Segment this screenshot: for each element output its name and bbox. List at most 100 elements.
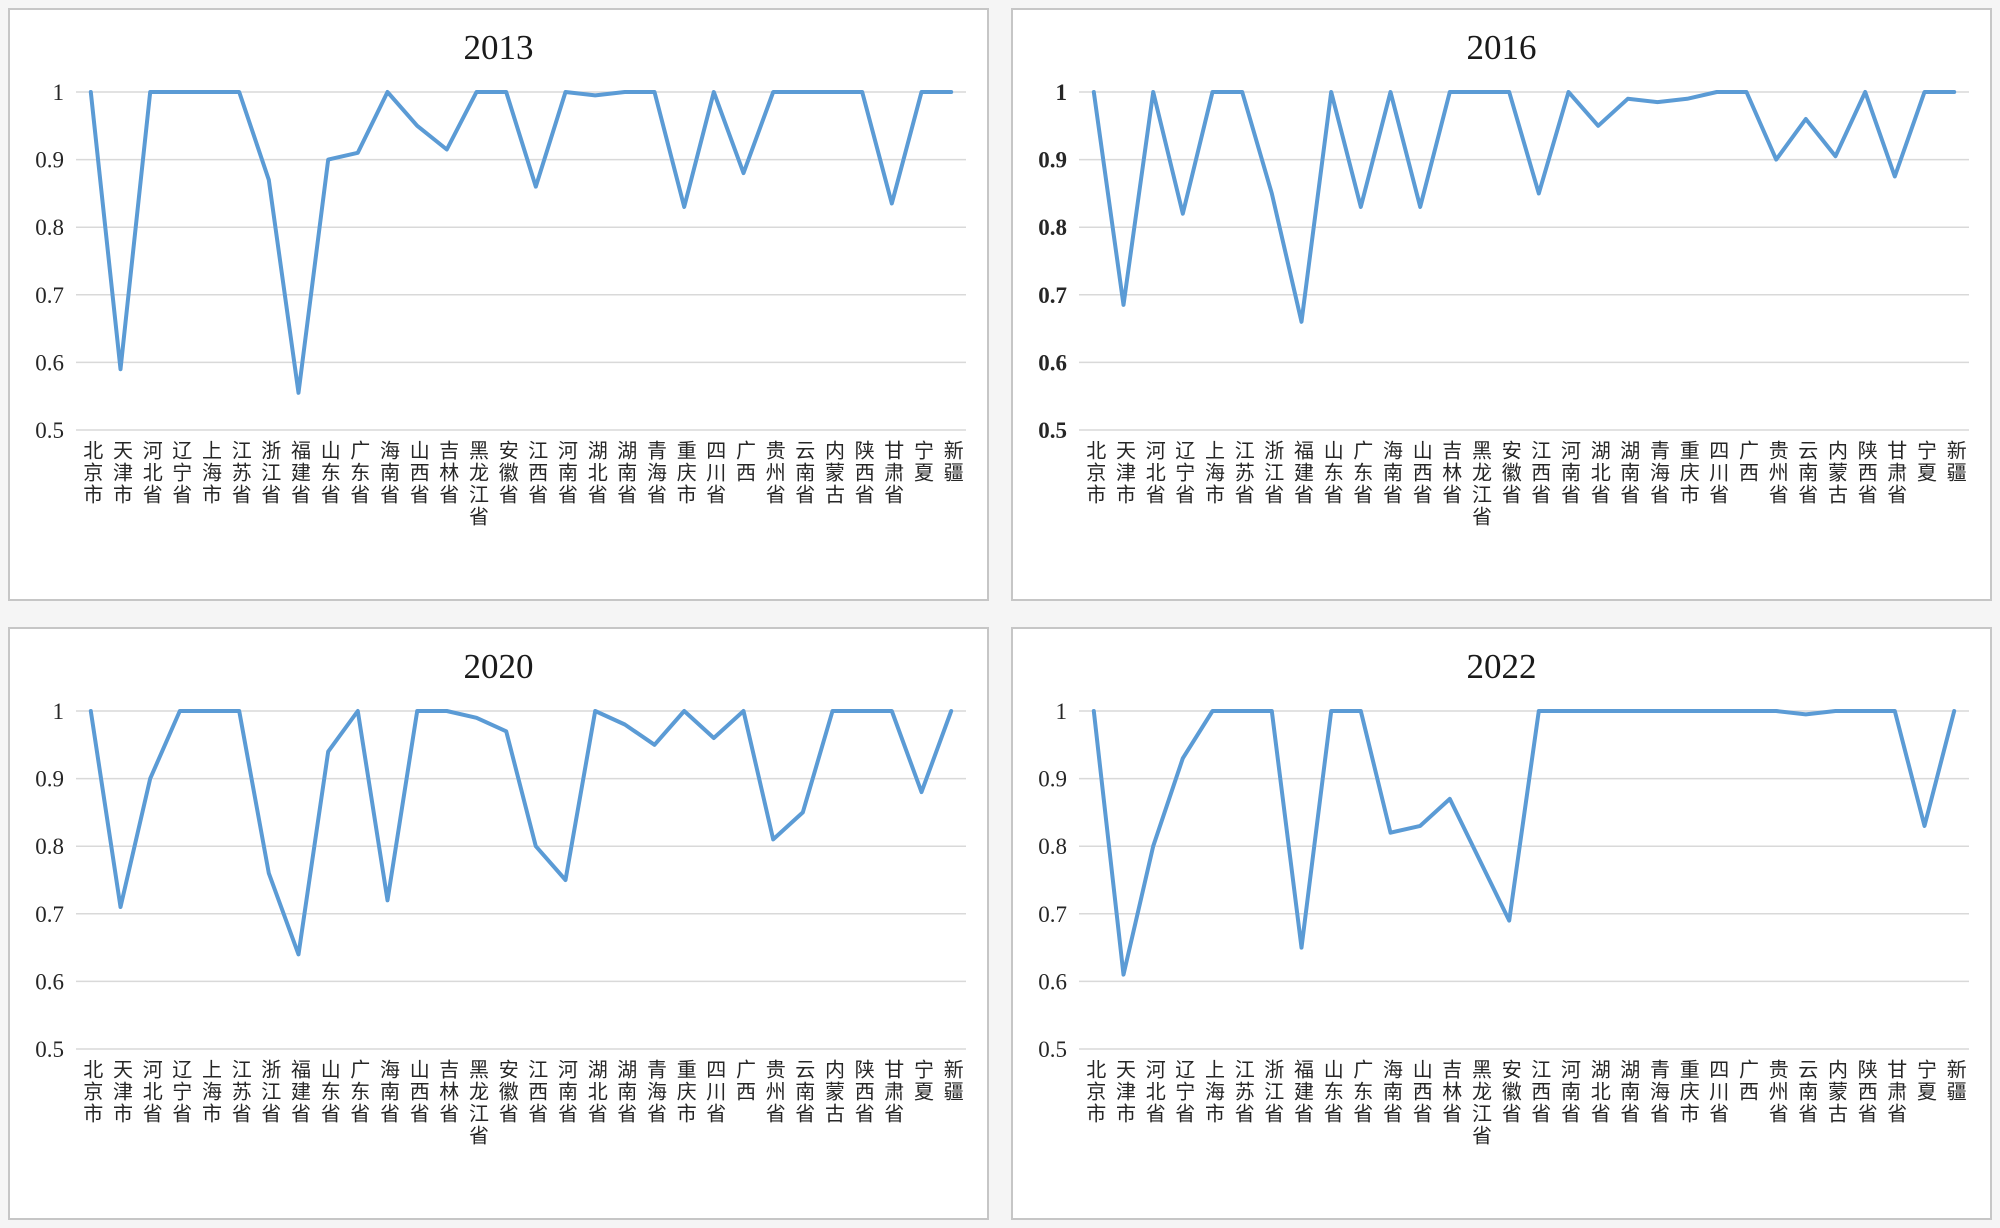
chart-panel-2022: 2022 0.5 0.6 0.7 0.8 0.9 1 北京市 天津市 河北省 辽宁省 上海市 江苏省浙… (1011, 627, 1992, 1220)
x-axis-category-label: 陕西省 (1854, 440, 1877, 506)
x-axis-category-label: 上海市 (198, 1059, 221, 1125)
data-series-line (88, 90, 953, 395)
x-axis-category-label: 河南省 (1557, 440, 1580, 506)
x-axis-category-label: 河北省 (1142, 1059, 1165, 1125)
line-chart-2020: 0.5 0.6 0.7 0.8 0.9 1 北京市 天津市 河北省 辽宁省 上海市 江苏省 浙江省 福建省… (24, 697, 974, 1202)
x-axis-category-label: 山东省 (1320, 440, 1343, 506)
chart-canvas: 0.5 0.6 0.7 0.8 0.9 1 (35, 699, 966, 1062)
x-axis-category-label: 青海省 (1646, 1059, 1669, 1125)
y-axis-tick-label: 0.9 (35, 148, 64, 173)
x-axis-category-label: 重庆市 (673, 1059, 696, 1125)
chart-title: 2020 (463, 647, 534, 686)
x-axis-category-label: 陕西省 (851, 440, 874, 506)
x-axis-category-label: 云南省 (1794, 1059, 1817, 1125)
x-axis-category-label: 吉林省 (1438, 440, 1461, 506)
x-axis-category-label: 辽宁省 (168, 1059, 191, 1125)
data-series-line (1091, 709, 1956, 977)
x-axis-category-label: 四川省 (702, 440, 725, 506)
x-axis-category-label: 广东省 (346, 1059, 369, 1125)
y-axis-tick-label: 0.7 (35, 283, 64, 308)
x-axis-category-label: 江西省 (524, 1059, 547, 1125)
x-axis-category-label: 陕西省 (851, 1059, 874, 1125)
x-axis-category-label: 山东省 (1320, 1059, 1343, 1125)
x-axis-category-label: 新疆 (1943, 440, 1966, 484)
line-chart-2013: 0.5 0.6 0.7 0.8 0.9 1 北京市 天津市 河北省 辽宁省 上海市 江苏省 浙江省 福建省… (24, 78, 974, 583)
x-axis-category-label: 海南省 (1379, 440, 1402, 506)
y-axis-tick-label: 0.6 (1038, 969, 1067, 994)
data-series-line (1091, 90, 1956, 324)
chart-panel-2016: 2016 0.5 0.6 0.7 0.8 0.9 1 北京市 天津市 河北省 辽宁省 上海市 江苏省浙… (1011, 8, 1992, 601)
x-axis-category-label: 湖南省 (613, 440, 636, 506)
x-axis-category-label: 甘肃省 (1883, 440, 1906, 506)
chart-panel-2020: 2020 0.5 0.6 0.7 0.8 0.9 1 北京市 天津市 河北省 辽宁省 上海市 江苏省浙… (8, 627, 989, 1220)
x-axis-category-label: 天津市 (109, 1059, 132, 1125)
x-axis-category-label: 甘肃省 (880, 440, 903, 506)
line-chart-2022: 0.5 0.6 0.7 0.8 0.9 1 北京市 天津市 河北省 辽宁省 上海市 江苏省 浙江省 福建省… (1027, 697, 1977, 1202)
x-axis-category-label: 福建省 (287, 1059, 310, 1125)
x-axis-category-label: 广西 (732, 1059, 755, 1103)
x-axis-category-label: 云南省 (1794, 440, 1817, 506)
x-axis-category-label: 海南省 (376, 440, 399, 506)
x-axis-category-label: 广东省 (346, 440, 369, 506)
x-axis-category-label: 黑龙江省 (1468, 1059, 1491, 1147)
x-axis-category-label: 山西省 (406, 1059, 429, 1125)
y-axis-tick-label: 0.5 (35, 1037, 64, 1062)
y-axis-tick-label: 0.7 (35, 902, 64, 927)
x-axis-category-label: 湖南省 (613, 1059, 636, 1125)
x-axis-category-label: 福建省 (1290, 1059, 1313, 1125)
x-axis-category-label: 重庆市 (1676, 440, 1699, 506)
x-axis-category-label: 内蒙古 (821, 1059, 844, 1125)
x-axis-category-label: 海南省 (1379, 1059, 1402, 1125)
x-axis-category-label: 江苏省 (228, 1059, 251, 1125)
data-series-line (88, 709, 953, 957)
x-axis-category-label: 北京市 (79, 1059, 102, 1125)
y-axis-tick-label: 0.8 (1038, 215, 1067, 240)
y-axis-tick-label: 0.9 (1038, 148, 1067, 173)
x-axis-category-label: 河北省 (1142, 440, 1165, 506)
x-axis-category-label: 天津市 (1112, 440, 1135, 506)
y-axis-tick-label: 1 (52, 699, 64, 724)
x-axis-category-label: 青海省 (1646, 440, 1669, 506)
x-axis-category-label: 江西省 (1527, 1059, 1550, 1125)
x-axis-category-label: 河南省 (554, 440, 577, 506)
x-axis-category-label: 宁夏 (910, 1059, 933, 1103)
y-axis-tick-label: 0.6 (35, 969, 64, 994)
x-axis-category-label: 江苏省 (228, 440, 251, 506)
x-axis-category-label: 广东省 (1349, 440, 1372, 506)
chart-panel-2013: 2013 0.5 0.6 0.7 0.8 0.9 1 北京市 天津市 河北省 辽宁省 上海市 江苏省浙… (8, 8, 989, 601)
y-axis-tick-label: 0.9 (1038, 767, 1067, 792)
x-axis-category-label: 内蒙古 (1824, 1059, 1847, 1125)
x-axis-category-label: 江西省 (524, 440, 547, 506)
x-axis-category-label: 青海省 (643, 1059, 666, 1125)
x-axis-category-label: 黑龙江省 (465, 1059, 488, 1147)
x-axis-category-label: 新疆 (940, 440, 963, 484)
x-axis-category-label: 福建省 (1290, 440, 1313, 506)
x-axis-category-label: 上海市 (1201, 440, 1224, 506)
x-axis-category-label: 新疆 (1943, 1059, 1966, 1103)
y-axis-tick-label: 0.7 (1038, 902, 1067, 927)
x-axis-category-label: 重庆市 (673, 440, 696, 506)
x-axis-category-label: 甘肃省 (1883, 1059, 1906, 1125)
y-axis-tick-label: 1 (52, 80, 64, 105)
x-axis-category-label: 北京市 (1082, 440, 1105, 506)
x-axis-category-label: 广东省 (1349, 1059, 1372, 1125)
x-axis-category-label: 湖北省 (1587, 1059, 1610, 1125)
x-axis-category-label: 内蒙古 (821, 440, 844, 506)
x-axis-category-label: 山东省 (317, 440, 340, 506)
x-axis-category-label: 上海市 (1201, 1059, 1224, 1125)
x-axis-category-label: 黑龙江省 (1468, 440, 1491, 528)
x-axis-category-label: 湖北省 (1587, 440, 1610, 506)
x-axis-category-label: 吉林省 (435, 1059, 458, 1125)
chart-canvas: 0.5 0.6 0.7 0.8 0.9 1 (1038, 699, 1969, 1062)
y-axis-tick-label: 0.8 (35, 215, 64, 240)
chart-title: 2022 (1466, 647, 1537, 686)
x-axis-category-label: 贵州省 (1765, 440, 1788, 506)
y-axis-tick-label: 1 (1055, 80, 1067, 105)
x-axis-category-label: 宁夏 (910, 440, 933, 484)
x-axis-category-label: 浙江省 (257, 1059, 280, 1125)
x-axis-category-label: 宁夏 (1913, 1059, 1936, 1103)
x-axis-category-label: 四川省 (702, 1059, 725, 1125)
x-axis-category-label: 山西省 (1409, 440, 1432, 506)
x-axis-category-label: 河南省 (554, 1059, 577, 1125)
